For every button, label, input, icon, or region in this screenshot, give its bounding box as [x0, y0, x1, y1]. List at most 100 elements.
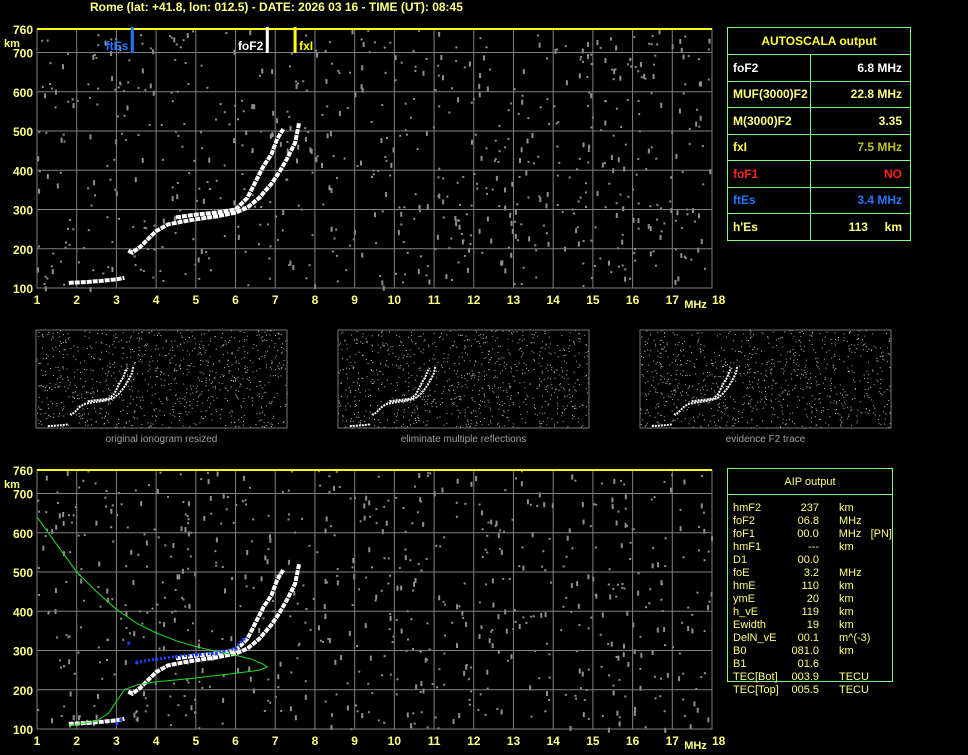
- noise-dot: [241, 144, 244, 147]
- noise-dot: [113, 158, 116, 161]
- noise-dot: [527, 196, 530, 199]
- noise-dot: [590, 53, 593, 56]
- noise-dot: [743, 409, 745, 411]
- noise-dot: [556, 174, 559, 177]
- noise-dot: [133, 631, 136, 637]
- noise-dot: [586, 76, 589, 79]
- noise-dot: [664, 419, 666, 421]
- noise-dot: [296, 657, 299, 660]
- noise-dot: [304, 680, 307, 683]
- noise-dot: [180, 368, 182, 370]
- noise-dot: [257, 330, 259, 332]
- noise-dot: [746, 364, 748, 366]
- noise-dot: [711, 415, 713, 417]
- noise-dot: [118, 396, 120, 398]
- noise-dot: [637, 590, 640, 596]
- noise-dot: [38, 385, 40, 387]
- noise-dot: [170, 362, 172, 364]
- fitted-point: [234, 647, 238, 651]
- noise-dot: [377, 426, 379, 428]
- noise-dot: [503, 411, 505, 413]
- noise-dot: [214, 550, 217, 553]
- noise-dot: [353, 366, 355, 368]
- noise-dot: [268, 277, 271, 280]
- noise-dot: [438, 31, 441, 37]
- noise-dot: [645, 424, 647, 426]
- noise-dot: [656, 392, 658, 394]
- noise-dot: [200, 359, 202, 361]
- noise-dot: [371, 335, 373, 337]
- noise-dot: [398, 376, 400, 378]
- noise-dot: [349, 405, 351, 407]
- noise-dot: [187, 531, 190, 537]
- noise-dot: [418, 473, 421, 479]
- noise-dot: [657, 350, 659, 352]
- noise-dot: [209, 340, 211, 342]
- noise-dot: [797, 368, 799, 370]
- noise-dot: [520, 481, 523, 487]
- noise-dot: [418, 347, 420, 349]
- noise-dot: [553, 371, 555, 373]
- noise-dot: [513, 283, 516, 286]
- noise-dot: [782, 418, 784, 420]
- noise-dot: [645, 393, 647, 395]
- noise-dot: [882, 358, 884, 360]
- noise-dot: [351, 603, 354, 606]
- noise-dot: [230, 336, 232, 338]
- noise-dot: [650, 334, 652, 336]
- noise-dot: [446, 413, 448, 415]
- noise-dot: [188, 372, 190, 374]
- noise-dot: [483, 394, 485, 396]
- noise-dot: [658, 29, 661, 35]
- noise-dot: [406, 401, 408, 403]
- noise-dot: [798, 354, 800, 356]
- noise-dot: [423, 340, 425, 342]
- noise-dot: [157, 360, 159, 362]
- noise-dot: [198, 680, 201, 683]
- noise-dot: [696, 359, 698, 361]
- noise-dot: [122, 400, 124, 402]
- noise-dot: [847, 371, 849, 373]
- noise-dot: [548, 653, 551, 656]
- noise-dot: [397, 230, 400, 236]
- noise-dot: [715, 375, 717, 377]
- noise-dot: [114, 378, 116, 380]
- noise-dot: [44, 386, 46, 388]
- noise-dot: [160, 335, 162, 337]
- noise-dot: [345, 426, 347, 428]
- noise-dot: [741, 416, 743, 418]
- noise-dot: [573, 340, 575, 342]
- noise-dot: [486, 341, 488, 343]
- noise-dot: [621, 586, 624, 589]
- noise-dot: [156, 367, 158, 369]
- noise-dot: [458, 383, 460, 385]
- noise-dot: [494, 386, 496, 388]
- noise-dot: [141, 407, 143, 409]
- aip-cell: TEC[Top]: [733, 684, 779, 696]
- noise-dot: [138, 337, 140, 339]
- noise-dot: [345, 405, 347, 407]
- noise-dot: [356, 343, 358, 345]
- y-axis-unit: km: [4, 38, 20, 50]
- noise-dot: [271, 362, 273, 364]
- noise-dot: [811, 417, 813, 419]
- noise-dot: [278, 362, 280, 364]
- noise-dot: [739, 373, 741, 375]
- noise-dot: [563, 348, 565, 350]
- noise-dot: [562, 565, 565, 568]
- noise-dot: [715, 424, 717, 426]
- noise-dot: [77, 261, 80, 264]
- noise-dot: [586, 363, 588, 365]
- noise-dot: [404, 409, 406, 411]
- noise-dot: [809, 334, 811, 336]
- noise-dot: [856, 420, 858, 422]
- noise-dot: [666, 382, 668, 384]
- noise-dot: [488, 638, 491, 644]
- noise-dot: [278, 333, 280, 335]
- noise-dot: [538, 362, 540, 364]
- noise-dot: [107, 597, 110, 603]
- noise-dot: [642, 419, 644, 421]
- noise-dot: [889, 337, 891, 339]
- noise-dot: [713, 421, 715, 423]
- noise-dot: [294, 715, 297, 721]
